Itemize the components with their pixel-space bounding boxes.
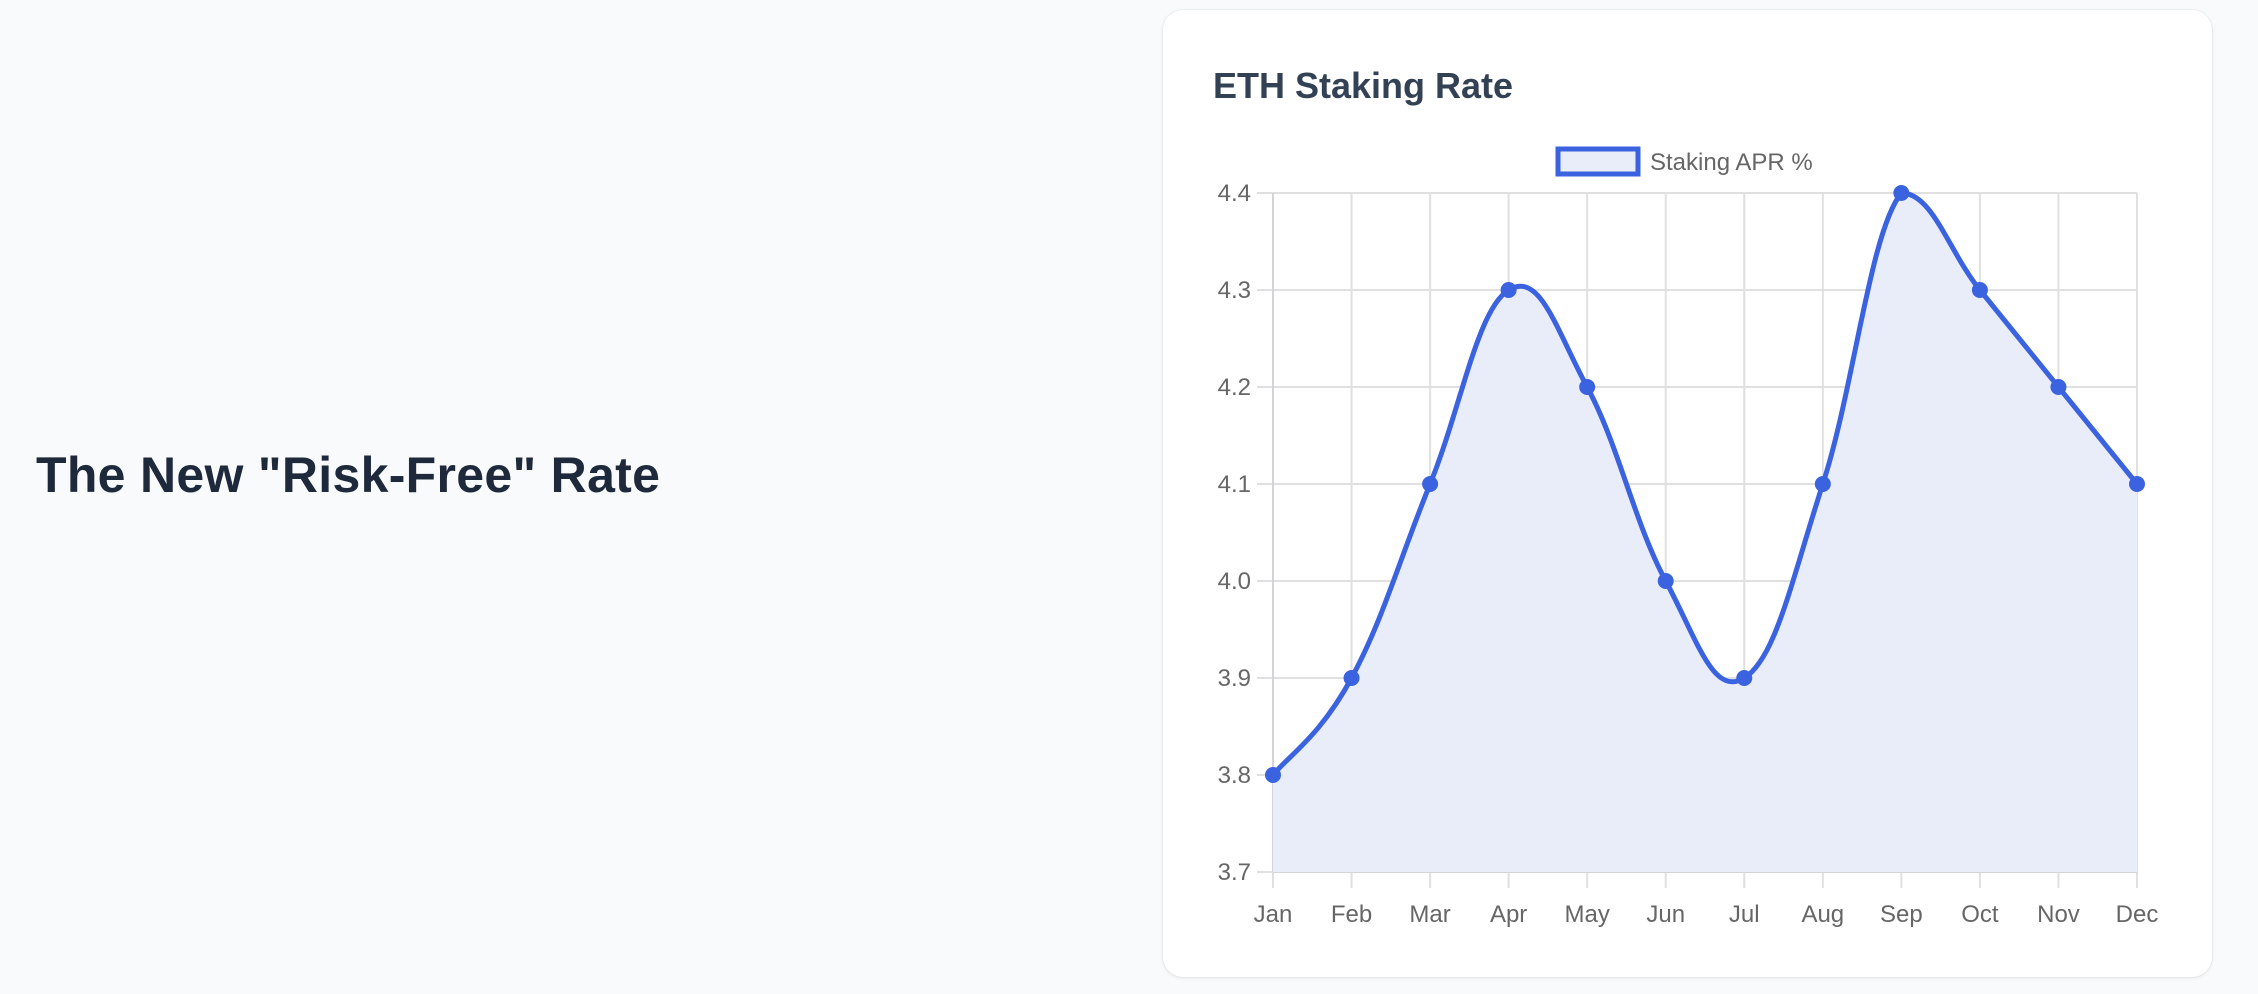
chart-card: ETH Staking Rate 3.7 3.8 3.9 4.0 4.1 4.2 4.3 4.…: [1163, 10, 2212, 977]
legend-label: Staking APR %: [1650, 149, 1813, 176]
x-tick-label: Mar: [1409, 901, 1450, 928]
x-tick-label: Nov: [2037, 901, 2080, 928]
data-point[interactable]: [2129, 476, 2145, 492]
y-axis-ticks: 3.7 3.8 3.9 4.0 4.1 4.2 4.3 4.4: [1218, 180, 1251, 886]
data-point[interactable]: [1500, 282, 1517, 298]
data-point[interactable]: [1265, 767, 1281, 783]
x-tick-label: Sep: [1880, 901, 1923, 928]
data-point[interactable]: [1814, 476, 1831, 492]
y-tick-label: 3.9: [1218, 665, 1251, 692]
area-fill: [1273, 193, 2137, 872]
y-tick-label: 3.8: [1218, 762, 1251, 789]
x-tick-label: Feb: [1331, 901, 1372, 928]
data-point[interactable]: [1657, 573, 1674, 589]
x-tick-label: Jan: [1254, 901, 1293, 928]
data-point[interactable]: [1893, 185, 1910, 201]
y-tick-label: 4.1: [1218, 471, 1251, 498]
x-tick-label: Dec: [2116, 901, 2159, 928]
y-tick-label: 4.3: [1218, 277, 1251, 304]
data-point[interactable]: [1579, 379, 1596, 395]
x-tick-label: Aug: [1801, 901, 1844, 928]
line-chart: 3.7 3.8 3.9 4.0 4.1 4.2 4.3 4.4 Jan Feb Mar Apr May…: [1218, 146, 2159, 928]
y-tick-label: 4.0: [1218, 568, 1251, 595]
x-tick-label: Jul: [1729, 901, 1760, 928]
x-tick-label: Jun: [1646, 901, 1685, 928]
data-point[interactable]: [1422, 476, 1439, 492]
page-headline: The New "Risk-Free" Rate: [36, 447, 661, 503]
y-tick-label: 4.2: [1218, 374, 1251, 401]
data-point[interactable]: [1736, 670, 1753, 686]
x-tick-label: May: [1565, 901, 1610, 928]
data-points: [1265, 185, 2145, 783]
y-tick-label: 3.7: [1218, 859, 1251, 886]
legend-swatch-icon: [1555, 146, 1641, 177]
data-point[interactable]: [1971, 282, 1988, 298]
x-tick-label: Oct: [1961, 901, 1999, 928]
data-point[interactable]: [2050, 379, 2067, 395]
y-tick-label: 4.4: [1218, 180, 1251, 207]
x-tick-label: Apr: [1490, 901, 1527, 928]
data-point[interactable]: [1343, 670, 1360, 686]
chart-title: ETH Staking Rate: [1213, 65, 1514, 106]
chart-legend[interactable]: Staking APR %: [1555, 146, 1813, 177]
x-axis-ticks: Jan Feb Mar Apr May Jun Jul Aug Sep Oct Nov Dec: [1254, 901, 2159, 928]
